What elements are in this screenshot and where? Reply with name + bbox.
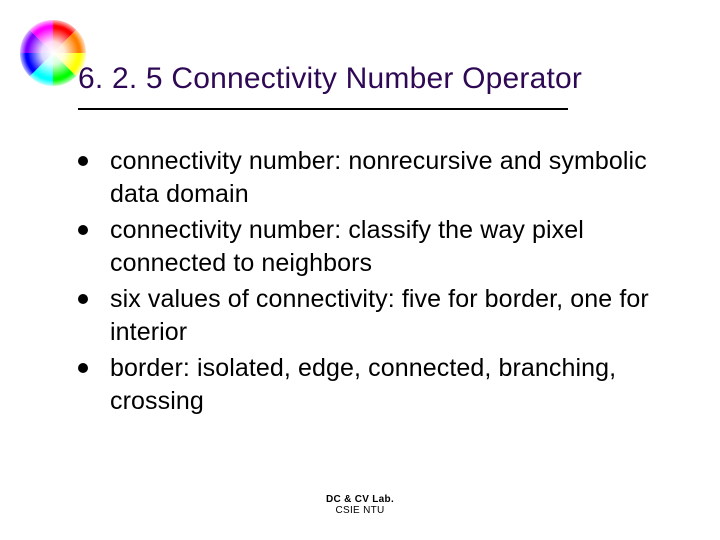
list-item: connectivity number: nonrecursive and sy… <box>78 145 690 210</box>
list-item: connectivity number: classify the way pi… <box>78 214 690 279</box>
bullet-marker <box>78 225 88 235</box>
slide-footer: DC & CV Lab. CSIE NTU <box>0 494 720 516</box>
title-underline <box>78 108 568 110</box>
list-item: border: isolated, edge, connected, branc… <box>78 352 690 417</box>
bullet-text: border: isolated, edge, connected, branc… <box>110 352 690 417</box>
bullet-marker <box>78 294 88 304</box>
bullet-text: connectivity number: classify the way pi… <box>110 214 690 279</box>
bullet-marker <box>78 363 88 373</box>
bullet-text: six values of connectivity: five for bor… <box>110 283 690 348</box>
slide-title: 6. 2. 5 Connectivity Number Operator <box>78 62 582 96</box>
footer-dept: CSIE NTU <box>0 505 720 516</box>
footer-lab: DC & CV Lab. <box>0 494 720 505</box>
bullet-marker <box>78 156 88 166</box>
bullet-list: connectivity number: nonrecursive and sy… <box>78 145 690 421</box>
bullet-text: connectivity number: nonrecursive and sy… <box>110 145 690 210</box>
list-item: six values of connectivity: five for bor… <box>78 283 690 348</box>
